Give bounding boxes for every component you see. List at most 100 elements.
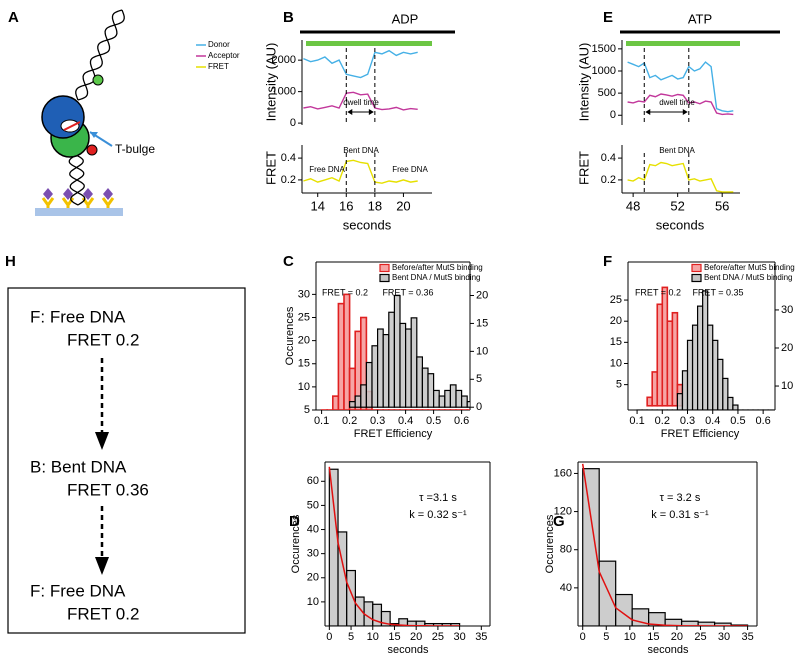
- hist-bar: [410, 317, 418, 408]
- fit-curve: [581, 463, 748, 626]
- x-tick-label: 35: [741, 631, 753, 643]
- y-axis-label: Occurences: [544, 514, 556, 573]
- y-tick-label: 20: [610, 315, 622, 327]
- trace: [627, 161, 734, 193]
- legend-swatch: [379, 263, 390, 273]
- hist-bar: [365, 361, 373, 408]
- y-tick-label: 30: [307, 548, 319, 560]
- fit-curve: [328, 466, 460, 626]
- hist-bar: [380, 610, 391, 626]
- y-axis-label: Occurences: [290, 514, 302, 573]
- hist-bar: [443, 409, 452, 410]
- state-fret: FRET 0.36: [67, 480, 149, 499]
- legend-swatch: [379, 273, 390, 283]
- y-tick-label: 10: [298, 381, 310, 393]
- hist-bar: [427, 373, 435, 408]
- hist-bar: [399, 322, 407, 408]
- y-axis-label: Intensity (AU): [263, 43, 278, 122]
- annotation: Bent DNA: [659, 146, 695, 155]
- y-tick-label: 10: [610, 357, 622, 369]
- annotation: FRET = 0.35: [692, 287, 743, 297]
- x-tick-label: 10: [367, 631, 379, 643]
- x-axis-label: seconds: [343, 217, 392, 232]
- trace: [303, 159, 418, 184]
- donor-dye: [86, 144, 98, 156]
- annotation: Bent DNA: [343, 146, 379, 155]
- x-axis-label: seconds: [656, 217, 705, 232]
- annotation: τ =3.1 s: [419, 492, 457, 504]
- y-tick-label: 80: [560, 544, 572, 556]
- panel-label: C: [283, 253, 294, 270]
- panel-label: A: [8, 9, 19, 26]
- hist-bar: [646, 409, 653, 410]
- y-tick-label: 25: [298, 311, 310, 323]
- hist-bar: [717, 358, 724, 410]
- hist-bar: [331, 395, 340, 410]
- x-axis-label: seconds: [648, 644, 689, 654]
- x-tick-label: 0.6: [454, 415, 469, 427]
- x-tick-label: 14: [310, 198, 324, 213]
- y-tick-label: 10: [307, 596, 319, 608]
- arrow-head: [645, 109, 688, 115]
- y-tick-label: 30: [298, 288, 310, 300]
- biotin: [41, 197, 55, 208]
- x-tick-label: 48: [626, 198, 640, 213]
- state-name: B: Bent DNA: [30, 457, 127, 476]
- hist-bar: [671, 311, 679, 407]
- y-tick-label: 25: [610, 294, 622, 306]
- y-tick-label: 160: [554, 467, 572, 479]
- trace: [627, 61, 734, 113]
- y-axis-label: Intensity (AU): [576, 43, 591, 122]
- hist-bar: [360, 384, 367, 408]
- x-tick-label: 0.1: [314, 415, 329, 427]
- y-tick-label: 1000: [592, 65, 616, 77]
- hist-bar: [681, 370, 689, 410]
- x-tick-label: 0.2: [655, 415, 670, 427]
- hist-bar: [702, 290, 709, 410]
- panel-title: ADP: [392, 11, 419, 26]
- legend-label: Acceptor: [208, 51, 240, 60]
- x-tick-label: 25: [694, 631, 706, 643]
- y-axis-label: FRET: [576, 151, 591, 185]
- mismatch: [63, 121, 81, 131]
- panel-label: H: [5, 253, 16, 270]
- hist-bar: [582, 468, 600, 626]
- y2-tick-label: 30: [781, 304, 793, 316]
- y-tick-label: 5: [616, 379, 622, 391]
- trace: [627, 93, 734, 116]
- legend-label: Donor: [208, 40, 230, 49]
- illumination-bar: [626, 41, 740, 46]
- hist-bar: [747, 409, 754, 410]
- panel-label: B: [283, 9, 294, 26]
- x-tick-label: 0.6: [756, 415, 771, 427]
- y-tick-label: 40: [560, 582, 572, 594]
- x-tick-label: 0.5: [730, 415, 745, 427]
- hist-bar: [343, 293, 351, 410]
- hist-bar: [337, 302, 345, 410]
- annotation: FRET = 0.2: [635, 287, 681, 297]
- x-axis-label: FRET Efficiency: [354, 428, 433, 440]
- annotation: Free DNA: [309, 165, 345, 174]
- legend-label: FRET: [208, 62, 229, 71]
- annotation: k = 0.32 s⁻¹: [409, 509, 467, 521]
- x-axis-label: FRET Efficiency: [661, 428, 740, 440]
- hist-bar: [722, 377, 729, 410]
- panel-label: E: [603, 9, 613, 26]
- y-axis-label: Occurences: [284, 306, 296, 365]
- hist-bar: [349, 401, 356, 408]
- x-tick-label: 20: [396, 198, 410, 213]
- y2-tick-label: 10: [476, 345, 488, 357]
- x-tick-label: 10: [624, 631, 636, 643]
- arrow-head: [95, 432, 109, 450]
- x-tick-label: 0.3: [370, 415, 385, 427]
- kinetic-scheme: F: Free DNA FRET 0.2 B: Bent DNA FRET 0.…: [7, 287, 246, 634]
- x-tick-label: 52: [670, 198, 684, 213]
- streptavidin: [83, 188, 93, 200]
- y-tick-label: 0.2: [281, 174, 296, 186]
- hist-bar: [328, 468, 339, 626]
- y-tick-label: 40: [307, 523, 319, 535]
- muts-subunit: [41, 95, 85, 139]
- y-tick-label: 50: [307, 499, 319, 511]
- helix: [69, 154, 85, 206]
- y-tick-label: 120: [554, 505, 572, 517]
